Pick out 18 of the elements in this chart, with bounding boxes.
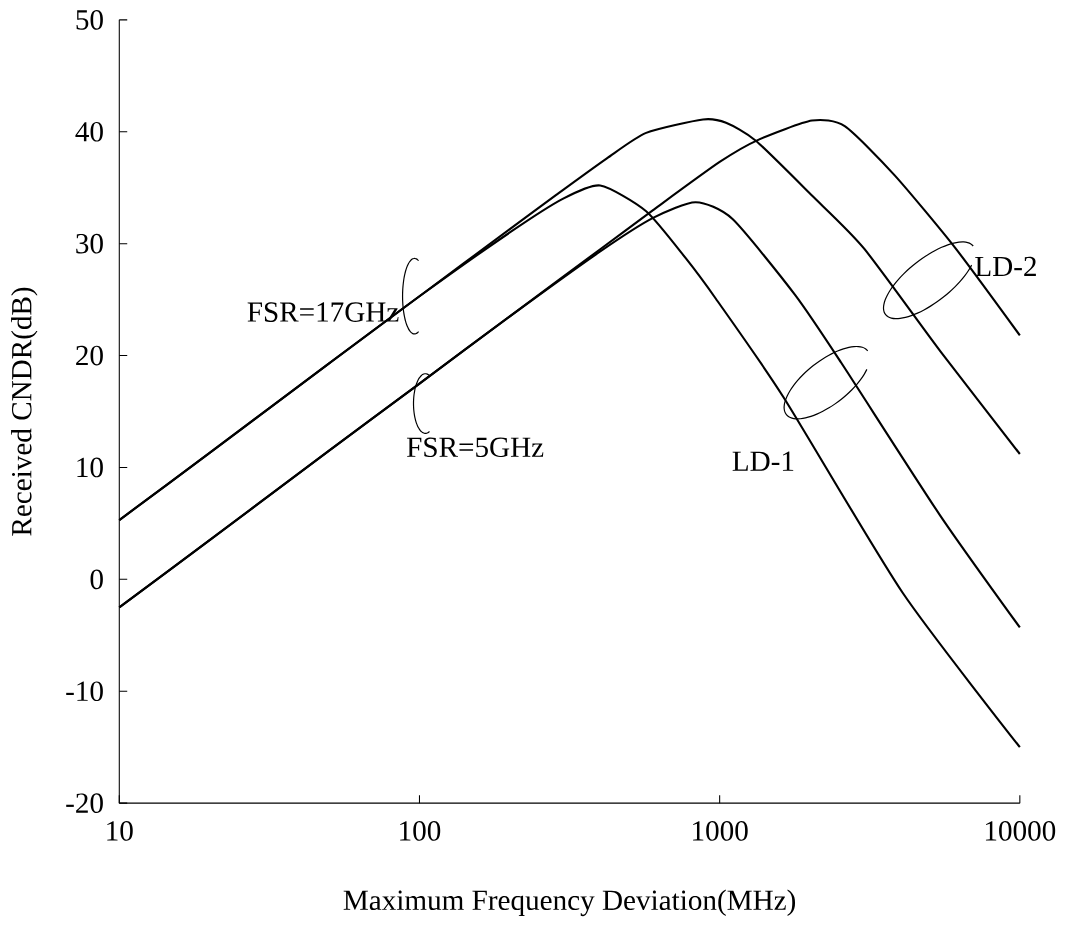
y-tick-label: 0 bbox=[90, 569, 103, 590]
x-tick-label: 10000 bbox=[985, 821, 1056, 841]
y-axis-title: Received CNDR(dB) bbox=[11, 287, 38, 536]
annotation: LD-2 bbox=[975, 256, 1036, 277]
y-tick-label: -20 bbox=[66, 793, 103, 814]
x-axis-title: Maximum Frequency Deviation(MHz) bbox=[343, 889, 796, 917]
x-tick-label: 100 bbox=[400, 821, 441, 841]
y-tick-label: 30 bbox=[76, 233, 103, 254]
annotation: LD-1 bbox=[732, 451, 794, 471]
annotation: FSR=5GHz bbox=[406, 437, 544, 458]
y-tick-label: 50 bbox=[76, 10, 103, 30]
x-tick-label: 10 bbox=[107, 821, 133, 841]
y-tick-label: 10 bbox=[77, 457, 103, 478]
y-tick-label: -10 bbox=[66, 681, 103, 702]
annotation: FSR=17GHz bbox=[247, 302, 399, 322]
y-tick-label: 20 bbox=[76, 345, 103, 366]
x-tick-label: 1000 bbox=[693, 821, 748, 841]
y-tick-label: 40 bbox=[75, 122, 103, 142]
